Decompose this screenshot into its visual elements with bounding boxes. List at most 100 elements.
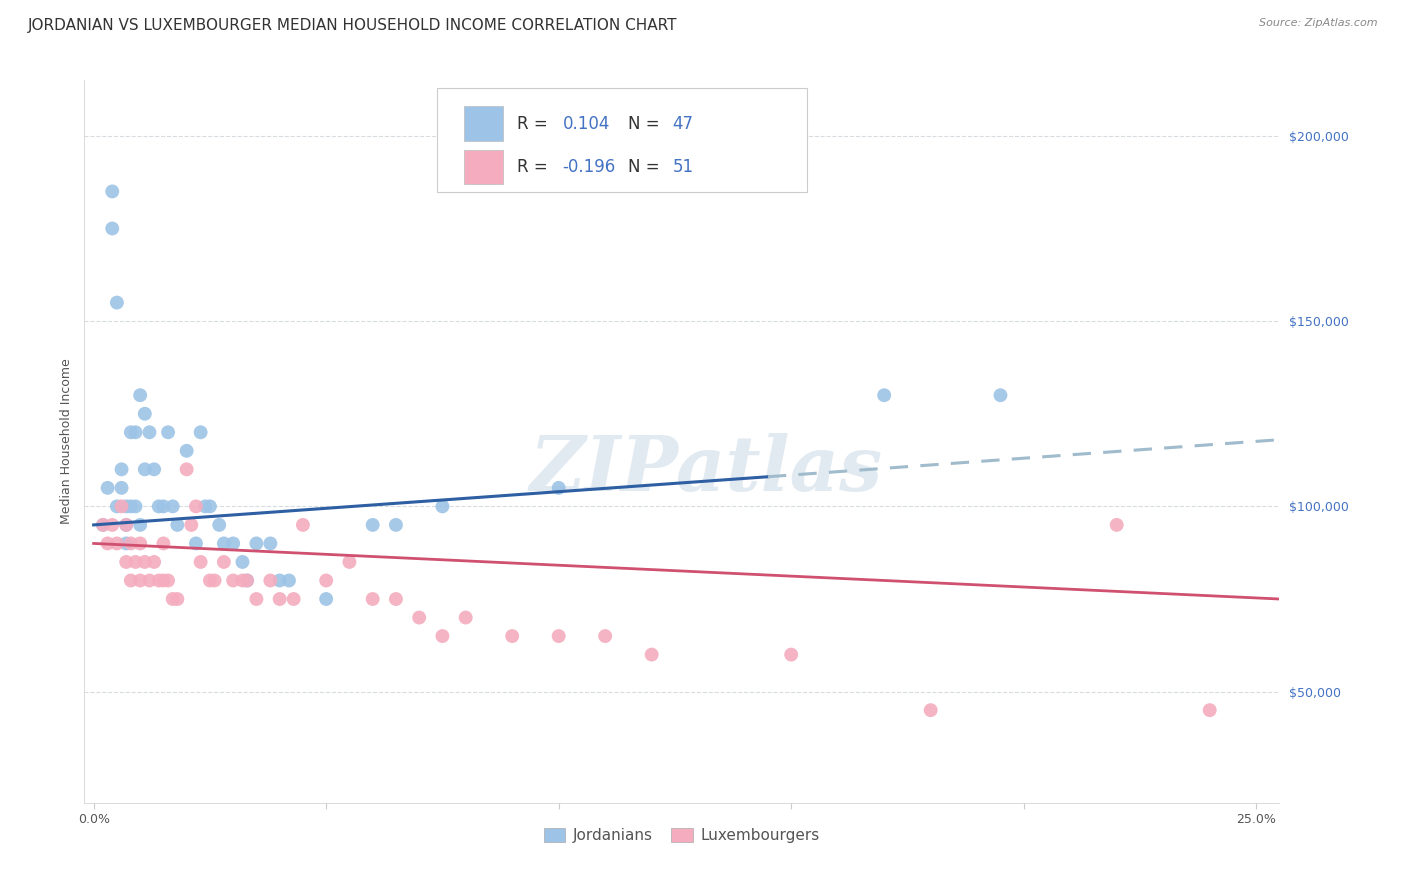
Point (129, 574, 152, 588)
Point (641, 648, 664, 662)
Point (115, 555, 138, 569)
Point (236, 574, 259, 588)
Text: 51: 51 (672, 158, 693, 176)
Point (259, 574, 281, 588)
Point (166, 592, 188, 607)
Point (162, 500, 184, 514)
Point (115, 500, 138, 514)
Legend: Jordanians, Luxembourgers: Jordanians, Luxembourgers (538, 822, 825, 849)
Text: 0.104: 0.104 (562, 115, 610, 133)
Point (110, 481, 132, 495)
Text: R =: R = (517, 158, 553, 176)
Point (97, 481, 120, 495)
Point (231, 555, 253, 569)
Point (283, 592, 305, 607)
FancyBboxPatch shape (437, 87, 807, 193)
Point (143, 555, 166, 569)
Point (148, 500, 170, 514)
Point (361, 517, 384, 532)
Text: N =: N = (628, 115, 665, 133)
Point (152, 574, 174, 588)
Point (138, 425, 160, 440)
Point (920, 703, 942, 717)
Point (547, 629, 569, 643)
Point (231, 574, 253, 588)
Point (180, 517, 202, 532)
Point (176, 462, 198, 476)
Point (157, 425, 180, 440)
Point (208, 517, 231, 532)
Point (134, 555, 156, 569)
Point (212, 536, 235, 550)
Point (454, 610, 477, 624)
Point (110, 462, 132, 476)
Point (105, 536, 128, 550)
Point (176, 443, 198, 458)
FancyBboxPatch shape (464, 106, 503, 141)
Point (129, 388, 152, 402)
Point (873, 388, 896, 402)
Point (198, 500, 221, 514)
Point (990, 388, 1012, 402)
Point (143, 462, 166, 476)
Point (101, 185, 124, 199)
Point (198, 574, 221, 588)
Point (780, 648, 803, 662)
Point (245, 592, 267, 607)
Point (97, 536, 120, 550)
Point (120, 500, 142, 514)
Point (148, 574, 170, 588)
Point (245, 536, 267, 550)
Point (105, 295, 128, 310)
Point (432, 500, 454, 514)
Point (339, 555, 361, 569)
Point (315, 574, 337, 588)
Point (408, 610, 430, 624)
Point (91, 517, 114, 532)
Point (105, 500, 128, 514)
Point (1105, 517, 1128, 532)
Point (115, 536, 138, 550)
Point (120, 574, 142, 588)
Point (110, 500, 132, 514)
Point (184, 536, 207, 550)
Point (91, 517, 114, 532)
Point (101, 221, 124, 235)
Point (1198, 703, 1220, 717)
FancyBboxPatch shape (464, 150, 503, 185)
Point (134, 407, 156, 421)
Point (385, 517, 408, 532)
Text: R =: R = (517, 115, 553, 133)
Text: ZIPatlas: ZIPatlas (529, 434, 883, 508)
Point (222, 574, 245, 588)
Text: JORDANIAN VS LUXEMBOURGER MEDIAN HOUSEHOLD INCOME CORRELATION CHART: JORDANIAN VS LUXEMBOURGER MEDIAN HOUSEHO… (28, 18, 678, 33)
Point (212, 555, 235, 569)
Point (138, 574, 160, 588)
Point (120, 425, 142, 440)
Point (315, 592, 337, 607)
Point (124, 425, 146, 440)
Point (593, 629, 616, 643)
Point (278, 574, 301, 588)
Point (385, 592, 408, 607)
Point (166, 517, 188, 532)
Point (124, 555, 146, 569)
Point (547, 481, 569, 495)
Point (184, 500, 207, 514)
Y-axis label: Median Household Income: Median Household Income (60, 359, 73, 524)
Point (124, 500, 146, 514)
Point (269, 574, 291, 588)
Text: 47: 47 (672, 115, 693, 133)
Point (259, 536, 281, 550)
Text: Source: ZipAtlas.com: Source: ZipAtlas.com (1260, 18, 1378, 28)
Point (129, 517, 152, 532)
Point (190, 555, 212, 569)
Point (157, 574, 180, 588)
Point (115, 517, 138, 532)
Point (194, 500, 217, 514)
Point (190, 425, 212, 440)
Point (134, 462, 156, 476)
Point (129, 536, 152, 550)
Text: -0.196: -0.196 (562, 158, 616, 176)
Point (432, 629, 454, 643)
